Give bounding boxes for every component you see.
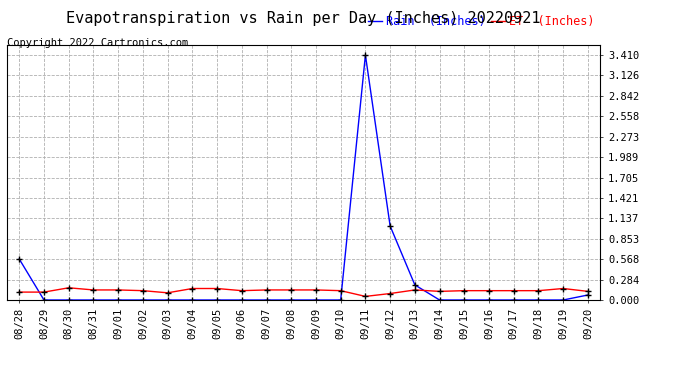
Text: Copyright 2022 Cartronics.com: Copyright 2022 Cartronics.com	[7, 38, 188, 48]
Text: Evapotranspiration vs Rain per Day (Inches) 20220921: Evapotranspiration vs Rain per Day (Inch…	[66, 11, 541, 26]
Legend: Rain  (Inches), ET  (Inches): Rain (Inches), ET (Inches)	[368, 15, 594, 28]
